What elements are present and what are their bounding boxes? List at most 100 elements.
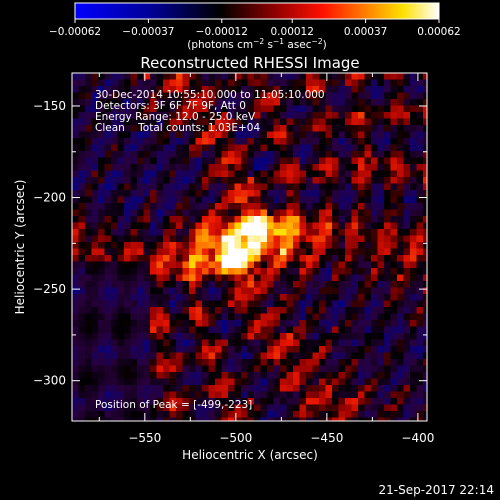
heatmap-cell xyxy=(124,320,131,327)
heatmap-cell xyxy=(338,339,346,347)
heatmap-cell xyxy=(410,333,417,340)
heatmap-cell xyxy=(254,417,261,421)
heatmap-cell xyxy=(202,339,209,347)
heatmap-cell xyxy=(280,300,287,308)
heatmap-cell xyxy=(267,99,274,106)
heatmap-cell xyxy=(260,222,268,230)
heatmap-cell xyxy=(78,92,86,100)
info-line-4: Clean Total counts: 1.03E+04 xyxy=(95,122,260,134)
heatmap-cell xyxy=(72,417,79,421)
heatmap-cell xyxy=(293,404,300,412)
heatmap-cell xyxy=(293,294,300,301)
heatmap-cell xyxy=(234,326,242,334)
heatmap-cell xyxy=(111,339,118,347)
heatmap-cell xyxy=(371,372,378,379)
heatmap-cell xyxy=(98,346,105,353)
heatmap-cell xyxy=(124,164,131,171)
heatmap-cell xyxy=(169,274,177,282)
heatmap-cell xyxy=(345,391,352,399)
heatmap-cell xyxy=(156,346,164,353)
heatmap-cell xyxy=(221,92,229,100)
heatmap-cell xyxy=(117,112,125,119)
heatmap-cell xyxy=(228,151,235,158)
heatmap-cell xyxy=(423,92,427,100)
colorbar-unit-exp1: −2 xyxy=(253,37,264,46)
heatmap-cell xyxy=(306,131,313,139)
heatmap-cell xyxy=(189,125,196,132)
heatmap-cell xyxy=(124,261,131,269)
heatmap-cell xyxy=(351,131,359,139)
heatmap-cell xyxy=(163,105,170,113)
heatmap-cell xyxy=(286,203,294,210)
heatmap-cell xyxy=(299,242,307,249)
heatmap-cell xyxy=(78,391,86,399)
heatmap-cell xyxy=(208,190,216,197)
heatmap-cell xyxy=(299,216,307,223)
heatmap-cell xyxy=(150,177,157,184)
heatmap-cell xyxy=(254,326,261,334)
heatmap-cell xyxy=(98,300,105,308)
heatmap-cell xyxy=(189,99,196,106)
heatmap-cell xyxy=(104,209,112,217)
heatmap-cell xyxy=(241,359,248,366)
heatmap-cell xyxy=(286,391,294,399)
heatmap-cell xyxy=(78,255,86,262)
colorbar-tick-label: 0.00062 xyxy=(417,26,460,38)
heatmap-cell xyxy=(332,372,339,379)
heatmap-cell xyxy=(299,417,307,421)
heatmap-cell xyxy=(143,216,151,223)
heatmap-cell xyxy=(306,274,313,282)
heatmap-cell xyxy=(85,391,92,399)
heatmap-cell xyxy=(91,300,99,308)
heatmap-cell xyxy=(202,268,209,275)
heatmap-cell xyxy=(416,235,424,243)
heatmap-cell xyxy=(351,118,359,126)
heatmap-cell xyxy=(176,307,183,314)
heatmap-cell xyxy=(371,261,378,269)
heatmap-cell xyxy=(137,125,144,132)
heatmap-cell xyxy=(403,209,411,217)
heatmap-cell xyxy=(390,307,398,314)
heatmap-cell xyxy=(345,404,352,412)
heatmap-cell xyxy=(150,352,157,360)
heatmap-cell xyxy=(325,183,333,191)
heatmap-cell xyxy=(364,365,372,373)
heatmap-cell xyxy=(299,222,307,230)
heatmap-cell xyxy=(423,196,427,204)
heatmap-cell xyxy=(169,333,177,340)
heatmap-cell xyxy=(384,333,391,340)
heatmap-cell xyxy=(358,99,365,106)
heatmap-cell xyxy=(176,222,183,230)
heatmap-cell xyxy=(111,92,118,100)
heatmap-cell xyxy=(286,346,294,353)
heatmap-cell xyxy=(182,216,190,223)
heatmap-cell xyxy=(234,177,242,184)
heatmap-cell xyxy=(72,320,79,327)
heatmap-cell xyxy=(247,274,255,282)
heatmap-cell xyxy=(299,404,307,412)
heatmap-cell xyxy=(143,196,151,204)
heatmap-cell xyxy=(169,73,177,80)
heatmap-cell xyxy=(384,118,391,126)
heatmap-cell xyxy=(293,222,300,230)
heatmap-cell xyxy=(72,359,79,366)
heatmap-cell xyxy=(416,268,424,275)
heatmap-cell xyxy=(345,255,352,262)
heatmap-cell xyxy=(143,268,151,275)
heatmap-cell xyxy=(85,216,92,223)
heatmap-cell xyxy=(299,125,307,132)
colorbar-unit-label: (photons cm−2 s−1 asec−2) xyxy=(187,37,326,51)
heatmap-cell xyxy=(260,268,268,275)
heatmap-cell xyxy=(332,105,339,113)
heatmap-cell xyxy=(286,196,294,204)
heatmap-cell xyxy=(371,307,378,314)
heatmap-cell xyxy=(195,339,203,347)
heatmap-cell xyxy=(247,307,255,314)
heatmap-cell xyxy=(286,216,294,223)
heatmap-cell xyxy=(260,261,268,269)
heatmap-cell xyxy=(332,183,339,191)
heatmap-cell xyxy=(85,144,92,152)
heatmap-cell xyxy=(293,333,300,340)
heatmap-cell xyxy=(332,378,339,386)
